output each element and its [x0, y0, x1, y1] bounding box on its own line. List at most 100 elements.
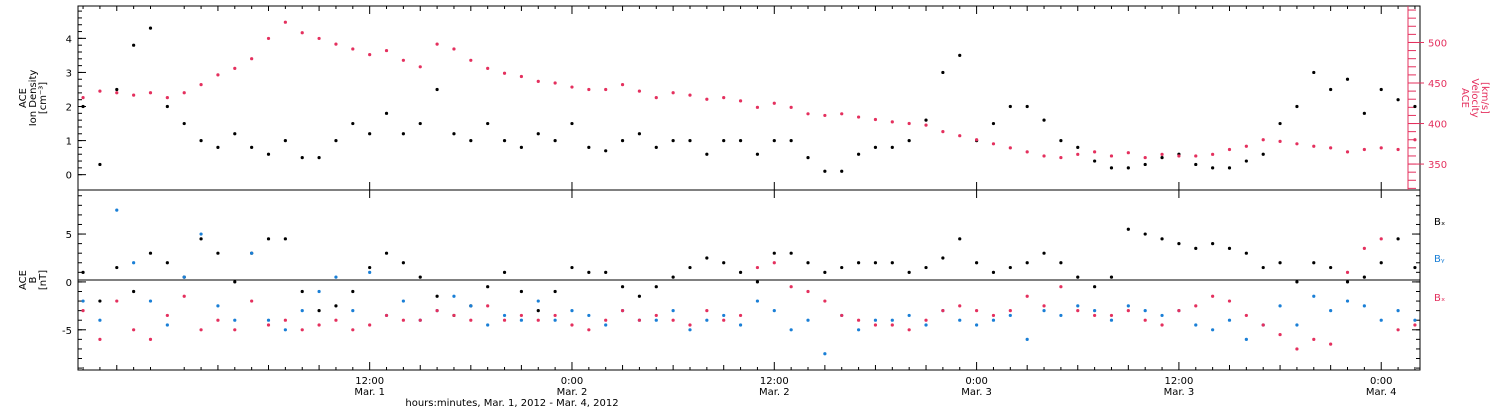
- bz-point: [1295, 347, 1299, 351]
- bz-point: [907, 328, 911, 332]
- density-point: [1345, 77, 1350, 81]
- density-point: [1312, 70, 1316, 75]
- density-point: [283, 138, 287, 143]
- bz-point: [233, 328, 237, 332]
- bz-point: [1093, 313, 1097, 318]
- bx-point: [941, 256, 945, 260]
- bx-point: [98, 299, 102, 303]
- density-point: [182, 121, 186, 126]
- x-tick-label-date: Mar. 2: [759, 387, 790, 398]
- bz-point: [1396, 328, 1400, 332]
- bz-point: [452, 313, 456, 318]
- bx-point: [334, 304, 338, 308]
- bfield-tick-label: 0: [66, 278, 72, 289]
- by-point: [132, 261, 136, 265]
- by-point: [1194, 323, 1198, 327]
- velocity-point: [705, 97, 709, 101]
- bz-point: [502, 318, 507, 322]
- bz-point: [1329, 342, 1333, 346]
- legend-bz: Bₓ: [1434, 293, 1445, 304]
- density-point: [1059, 138, 1063, 143]
- x-tick-label-time: 12:00: [1164, 376, 1193, 387]
- x-tick-label-date: Mar. 1: [354, 387, 385, 398]
- density-point: [486, 121, 490, 126]
- bz-point: [1008, 309, 1012, 313]
- bx-point: [553, 289, 557, 294]
- by-point: [1295, 323, 1299, 327]
- by-point: [823, 352, 827, 356]
- velocity-point: [688, 93, 692, 97]
- density-point: [587, 145, 591, 150]
- top-right-label-3: [km/s]: [1479, 82, 1490, 114]
- velocity-point: [148, 91, 153, 95]
- by-point: [1076, 304, 1080, 308]
- velocity-point: [115, 91, 119, 95]
- bx-point: [401, 261, 405, 265]
- bx-point: [1059, 261, 1063, 265]
- bz-point: [991, 313, 996, 318]
- bz-point: [671, 318, 675, 322]
- velocity-point: [300, 31, 304, 35]
- bx-point: [738, 270, 743, 274]
- bx-point: [975, 261, 979, 265]
- x-tick-label-date: Mar. 3: [1164, 387, 1195, 398]
- bx-point: [148, 251, 153, 255]
- density-point: [384, 111, 389, 115]
- density-point: [688, 138, 692, 143]
- bz-point: [772, 261, 776, 265]
- density-tick-label: 4: [66, 34, 72, 45]
- density-point: [1008, 104, 1012, 109]
- velocity-point: [351, 47, 355, 51]
- velocity-point: [1194, 154, 1198, 158]
- bz-point: [823, 299, 827, 303]
- by-point: [216, 304, 220, 308]
- density-point: [873, 145, 878, 150]
- velocity-point: [384, 48, 389, 53]
- velocity-point: [823, 113, 827, 118]
- top-right-label-1: ACE: [1459, 88, 1470, 108]
- bx-point: [907, 270, 911, 274]
- bx-point: [115, 265, 119, 270]
- bz-point: [587, 328, 591, 332]
- by-point: [1312, 294, 1316, 298]
- bx-point: [1278, 261, 1282, 265]
- bz-point: [1194, 304, 1198, 308]
- by-point: [671, 309, 675, 313]
- bz-point: [604, 318, 608, 322]
- velocity-point: [1025, 150, 1029, 154]
- bz-point: [1126, 309, 1130, 313]
- density-point: [469, 138, 473, 143]
- density-point: [1227, 166, 1232, 170]
- velocity-point: [890, 120, 894, 124]
- density-point: [81, 104, 85, 109]
- bx-point: [1160, 237, 1164, 241]
- bx-point: [924, 265, 928, 270]
- velocity-point: [1160, 152, 1164, 156]
- velocity-point: [637, 89, 642, 93]
- density-point: [705, 152, 709, 156]
- by-point: [199, 232, 203, 236]
- density-point: [637, 132, 642, 136]
- velocity-point: [840, 112, 844, 116]
- by-point: [1008, 313, 1012, 318]
- velocity-point: [1177, 154, 1181, 158]
- density-point: [452, 132, 456, 136]
- by-point: [469, 304, 473, 308]
- bx-point: [1143, 232, 1147, 236]
- bx-point: [519, 289, 524, 294]
- by-point: [924, 323, 928, 327]
- velocity-point: [536, 79, 540, 83]
- velocity-point: [418, 65, 422, 69]
- bx-point: [1345, 280, 1350, 284]
- bz-point: [435, 309, 439, 313]
- by-point: [1345, 299, 1350, 303]
- bx-point: [81, 270, 85, 274]
- density-point: [823, 169, 827, 173]
- velocity-point: [755, 105, 760, 109]
- velocity-point: [266, 36, 271, 41]
- density-point: [317, 156, 321, 160]
- velocity-point: [1143, 155, 1147, 160]
- top-right-label-2: Velocity: [1469, 78, 1480, 117]
- density-point: [401, 132, 405, 136]
- bz-point: [1362, 246, 1366, 250]
